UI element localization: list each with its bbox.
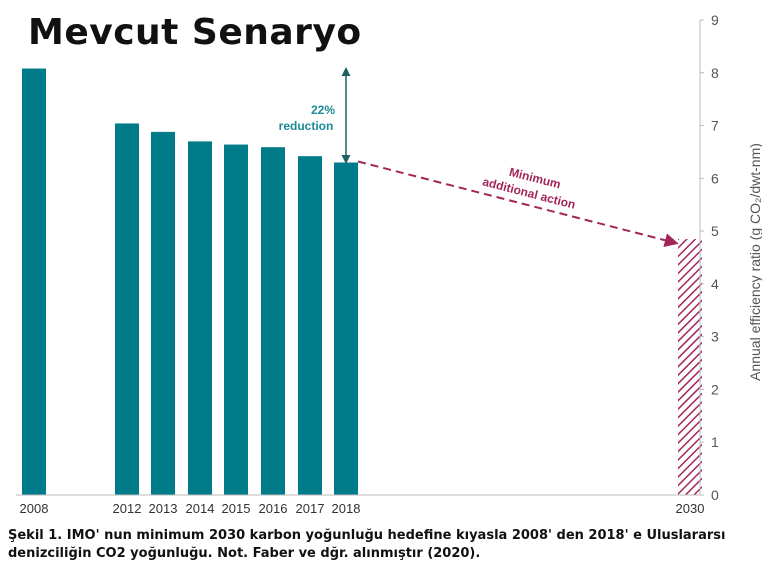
- y-tick-label-6: 6: [711, 170, 719, 186]
- y-axis-title: Annual efficiency ratio (g CO₂/dwt-nm): [747, 143, 762, 381]
- y-tick-label-5: 5: [711, 223, 719, 239]
- x-tick-label-2018: 2018: [332, 501, 361, 516]
- x-tick-label-2012: 2012: [113, 501, 142, 516]
- y-tick-label-7: 7: [711, 118, 719, 134]
- bar-2017: [298, 156, 322, 495]
- x-tick-label-2030: 2030: [676, 501, 705, 516]
- x-tick-label-2008: 2008: [20, 501, 49, 516]
- y-tick-label-0: 0: [711, 487, 719, 503]
- y-tick-label-1: 1: [711, 434, 719, 450]
- additional-action-arrow: [357, 160, 679, 248]
- y-tick-label-3: 3: [711, 329, 719, 345]
- bars-group: [22, 68, 702, 496]
- y-tick-label-4: 4: [711, 276, 719, 292]
- reduction-percent-label: 22%: [311, 103, 335, 117]
- x-tick-label-2013: 2013: [149, 501, 178, 516]
- reduction-label: reduction: [279, 119, 334, 133]
- x-tick-label-2014: 2014: [186, 501, 215, 516]
- page-title: Mevcut Senaryo: [28, 12, 362, 53]
- y-tick-label-8: 8: [711, 65, 719, 81]
- x-tick-label-2017: 2017: [296, 501, 325, 516]
- bar-2014: [188, 141, 212, 495]
- x-tick-label-2016: 2016: [259, 501, 288, 516]
- x-tick-label-2015: 2015: [222, 501, 251, 516]
- y-tick-label-2: 2: [711, 381, 719, 397]
- x-tick-labels: 2008 2012 2013 2014 2015 2016 2017 2018 2030: [20, 501, 705, 516]
- y-tick-label-9: 9: [711, 12, 719, 28]
- co2-intensity-bar-chart: 2008 2012 2013 2014 2015 2016 2017 2018 2030 0 1 2…: [16, 12, 762, 516]
- bar-2012: [115, 123, 139, 495]
- bar-target-2030: [678, 239, 702, 495]
- y-axis: 0 1 2 3 4 5 6 7 8 9 Annual efficiency ratio (g CO₂…: [16, 12, 762, 503]
- bar-2016: [261, 147, 285, 495]
- figure-caption: Şekil 1. IMO' nun minimum 2030 karbon yo…: [8, 528, 726, 561]
- bar-2013: [151, 131, 175, 495]
- bar-2008: [22, 68, 46, 496]
- bar-2018: [334, 162, 358, 495]
- bar-2015: [224, 144, 248, 496]
